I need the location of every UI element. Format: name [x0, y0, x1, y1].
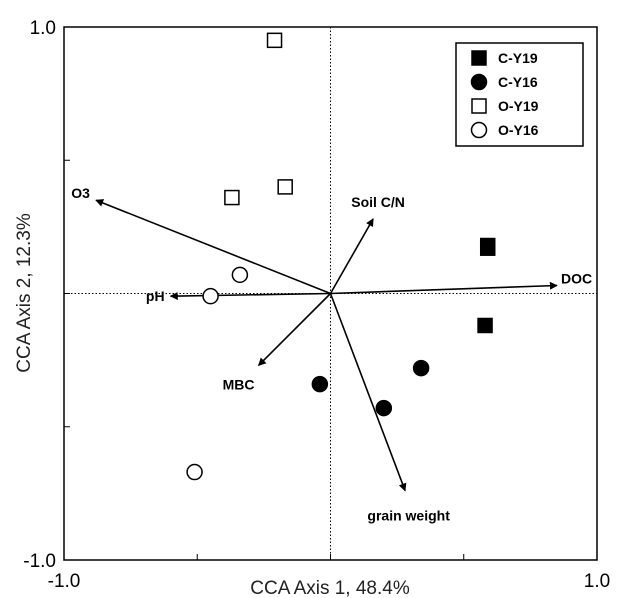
x-tick-label: -1.0 [48, 571, 81, 592]
legend-marker-o-y19 [471, 98, 487, 114]
point-o-y19 [224, 189, 240, 206]
y-tick-label: 1.0 [30, 18, 56, 39]
x-axis-ticks: -1.0 1.0 [48, 554, 610, 592]
legend-label-c-y16: C-Y16 [498, 74, 538, 90]
point-o-y16 [186, 463, 203, 481]
environmental-vectors [95, 199, 558, 492]
vector-label-ph: pH [146, 288, 165, 304]
point-o-y19 [277, 179, 293, 195]
vector-ph [169, 292, 331, 301]
legend-label-c-y19: C-Y19 [498, 50, 538, 66]
y-axis-title: CCA Axis 2, 12.3% [14, 213, 35, 373]
legend-marker-c-y19 [471, 50, 487, 66]
x-tick-label: 1.0 [584, 571, 610, 592]
vector-soil-c-n [329, 218, 374, 294]
point-c-y19 [477, 317, 493, 334]
vector-label-soil-c-n: Soil C/N [351, 194, 405, 210]
point-c-y16 [375, 399, 393, 417]
x-axis-title: CCA Axis 1, 48.4% [250, 578, 410, 598]
point-o-y16 [202, 287, 219, 305]
y-axis-ticks: 1.0 -1.0 [23, 18, 70, 572]
point-o-y16 [231, 266, 249, 284]
vector-mbc [257, 292, 332, 367]
legend: C-Y19 C-Y16 O-Y19 O-Y16 [455, 42, 584, 147]
vector-label-grain-weight: grain weight [367, 508, 450, 524]
vector-label-o3: O3 [71, 185, 90, 201]
legend-marker-o-y16 [470, 121, 488, 139]
point-c-y19 [479, 240, 496, 256]
sample-points [186, 32, 496, 481]
legend-label-o-y16: O-Y16 [498, 122, 539, 138]
vector-o3 [95, 199, 331, 295]
vector-doc [330, 281, 558, 295]
point-c-y16 [311, 375, 329, 393]
vector-grain-weight [329, 293, 407, 492]
point-o-y19 [266, 32, 283, 49]
legend-label-o-y19: O-Y19 [498, 98, 539, 114]
vector-labels: O3 Soil C/N DOC pH MBC grain weight [71, 185, 592, 523]
y-tick-label: -1.0 [23, 551, 56, 572]
vector-label-mbc: MBC [223, 376, 255, 392]
point-c-y16 [412, 359, 430, 377]
legend-marker-c-y16 [470, 73, 488, 91]
vector-label-doc: DOC [561, 271, 592, 287]
